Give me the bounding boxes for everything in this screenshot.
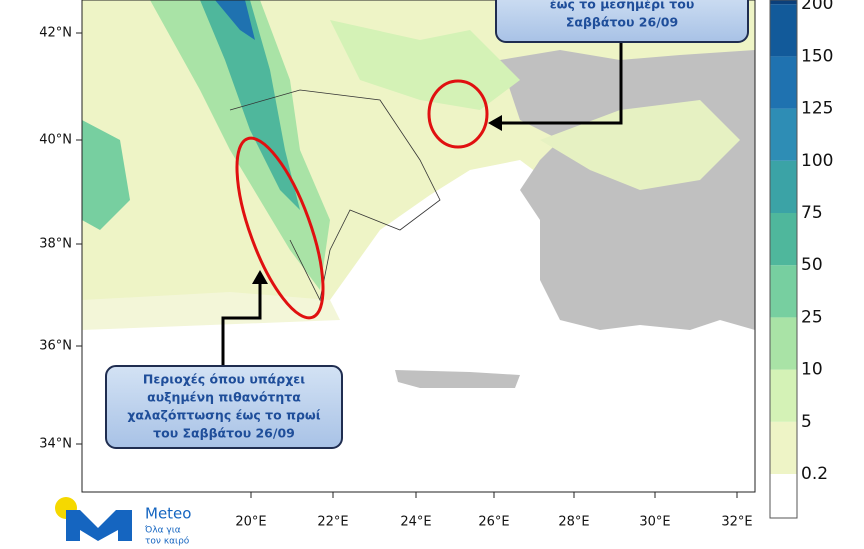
hail-area-west <box>235 136 325 320</box>
colorbar-segment <box>770 56 797 109</box>
lon-label: 28°E <box>558 515 589 530</box>
hail-area-north <box>427 79 489 149</box>
logo-tagline: Όλα για <box>144 525 181 536</box>
map <box>82 0 755 492</box>
colorbar-frame <box>769 0 798 519</box>
colorbar-label: 75 <box>801 203 823 223</box>
colorbar-segment <box>770 4 797 57</box>
colorbar-label: 125 <box>801 99 833 119</box>
rain-north <box>330 20 520 110</box>
sea-shade <box>82 292 340 330</box>
colorbar-label: 200 <box>801 0 833 14</box>
lon-label: 24°E <box>400 515 431 530</box>
callout-west <box>105 365 343 449</box>
lat-label: 42°N <box>39 26 72 41</box>
callout-text: έως το μεσημέρι του <box>550 0 695 12</box>
colorbar-segment <box>770 108 797 161</box>
lat-label: 38°N <box>39 237 72 252</box>
lon-label: 32°E <box>721 515 752 530</box>
callout-text: Περιοχές όπου υπάρχει <box>143 372 305 387</box>
colorbar-segment <box>770 369 797 422</box>
callout-text: Σαββάτου 26/09 <box>566 15 678 30</box>
rain-peak <box>215 0 255 40</box>
lon-label: 30°E <box>639 515 670 530</box>
colorbar-segment <box>770 213 797 266</box>
lat-label: 34°N <box>39 437 72 452</box>
lon-label: 20°E <box>235 515 266 530</box>
lat-label: 36°N <box>39 339 72 354</box>
logo-mark <box>66 510 132 541</box>
lon-label: 22°E <box>317 515 348 530</box>
arrow-north <box>500 42 623 125</box>
logo-name: Meteo <box>145 505 191 523</box>
rain-west <box>82 120 130 230</box>
colorbar-segment <box>770 265 797 318</box>
colorbar-label: 100 <box>801 151 833 171</box>
lon-label: 26°E <box>478 515 509 530</box>
logo-tagline: τον καιρό <box>145 536 190 547</box>
colorbar-label: 150 <box>801 46 833 66</box>
colorbar-label: 0.2 <box>801 464 828 484</box>
colorbar-label: 50 <box>801 255 823 275</box>
colorbar-segment <box>770 0 797 5</box>
arrowhead-north <box>488 115 502 131</box>
lat-label: 40°N <box>39 133 72 148</box>
arrowhead-west <box>252 270 268 284</box>
colorbar-label: 25 <box>801 307 823 327</box>
callout-north <box>495 0 749 43</box>
callout-text: του Σαββάτου 26/09 <box>153 426 295 441</box>
colorbar-label: 5 <box>801 412 812 432</box>
arrow-west <box>221 280 262 366</box>
colorbar-segment <box>770 421 797 474</box>
coastline <box>229 89 441 302</box>
colorbar-segment <box>770 160 797 213</box>
map-frame <box>81 0 756 493</box>
colorbar-label: 10 <box>801 360 823 380</box>
callout-text: χαλαζόπτωσης έως το πρωί <box>127 408 320 423</box>
colorbar-segment <box>770 317 797 370</box>
colorbar-segment <box>770 474 797 518</box>
crete <box>395 370 520 388</box>
callout-text: αυξημένη πιθανότητα <box>147 390 301 405</box>
